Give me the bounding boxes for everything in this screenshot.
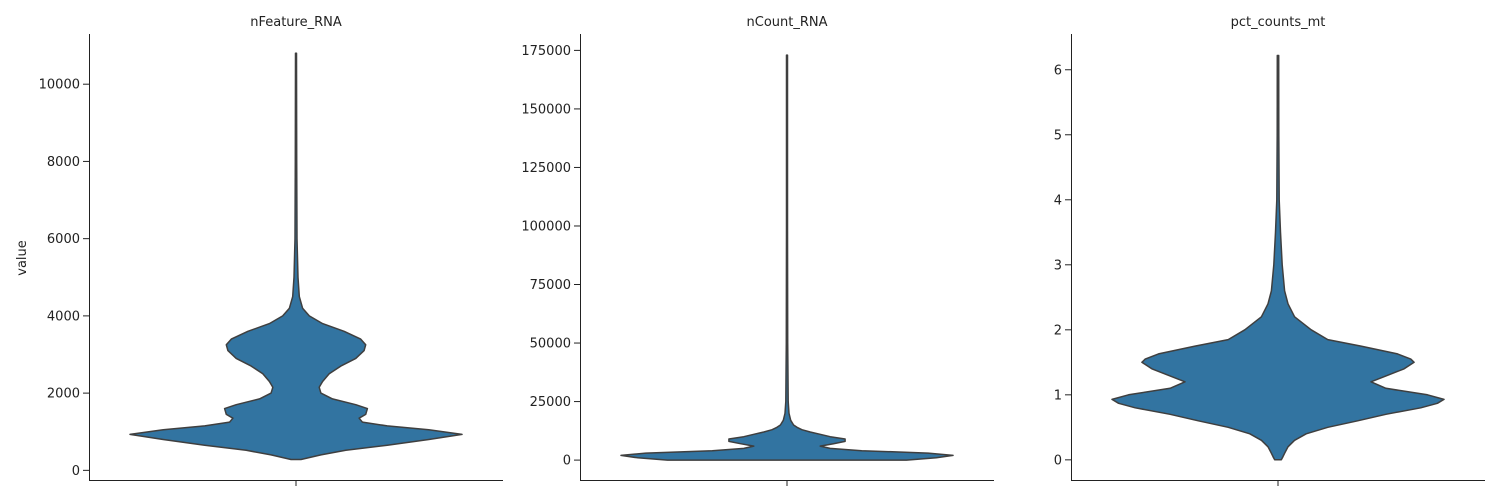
- y-tick-label: 3: [1054, 258, 1062, 273]
- violin-body: [1111, 54, 1445, 461]
- y-axis-ticks: 0 25000 50000 75000 100000 125000 150000 175000: [521, 44, 580, 469]
- panel-title: nFeature_RNA: [250, 15, 342, 30]
- violin-body: [129, 52, 463, 461]
- y-tick-label: 6: [1054, 63, 1062, 78]
- y-tick-label: 100000: [521, 219, 571, 234]
- y-axis-label: value: [15, 240, 30, 276]
- y-tick-label: 1: [1054, 388, 1062, 403]
- y-tick-label: 175000: [521, 44, 571, 59]
- y-tick-label: 6000: [47, 232, 80, 247]
- panel-pct-counts-mt: pct_counts_mt 0 1 2 3 4 5 6: [1054, 15, 1485, 486]
- y-tick-label: 2000: [47, 387, 80, 402]
- y-tick-label: 150000: [521, 102, 571, 117]
- y-tick-label: 25000: [530, 395, 571, 410]
- panel-nfeature-rna: nFeature_RNA value 0 2000 4000 6000 8000 1000…: [15, 15, 503, 486]
- y-tick-label: 75000: [530, 278, 571, 293]
- y-tick-label: 5: [1054, 128, 1062, 143]
- y-tick-label: 0: [563, 454, 571, 469]
- panel-title: nCount_RNA: [747, 15, 828, 30]
- y-tick-label: 50000: [530, 337, 571, 352]
- panel-ncount-rna: nCount_RNA 0 25000 50000 75000 100000 125000 1…: [521, 15, 994, 486]
- panel-title: pct_counts_mt: [1231, 15, 1326, 30]
- y-tick-label: 4: [1054, 193, 1062, 208]
- y-tick-label: 10000: [39, 78, 80, 93]
- y-tick-label: 2: [1054, 323, 1062, 338]
- y-tick-label: 0: [1054, 453, 1062, 468]
- y-axis-ticks: 0 2000 4000 6000 8000 10000: [39, 78, 89, 479]
- y-tick-label: 125000: [521, 161, 571, 176]
- y-tick-label: 4000: [47, 309, 80, 324]
- y-tick-label: 0: [72, 464, 80, 479]
- y-axis-ticks: 0 1 2 3 4 5 6: [1054, 63, 1071, 468]
- violin-body: [620, 54, 954, 461]
- y-tick-label: 8000: [47, 155, 80, 170]
